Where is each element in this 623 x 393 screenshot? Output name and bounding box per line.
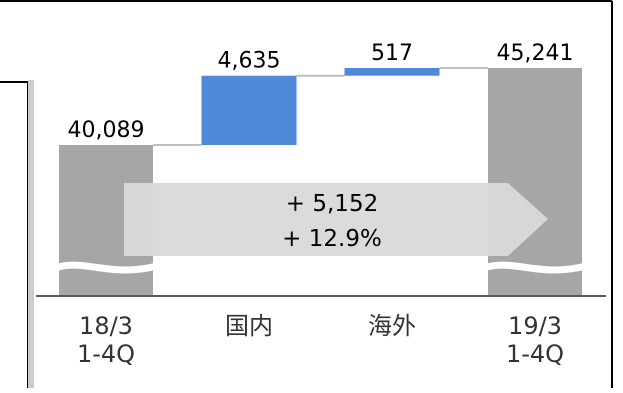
callout-box-edge: [0, 80, 34, 388]
axis-break-0: [53, 261, 158, 274]
category-label-3-0: 19/3: [508, 312, 562, 340]
value-label-0: 40,089: [68, 118, 145, 143]
change-percent: + 12.9%: [282, 226, 382, 252]
category-label-2-0: 海外: [368, 312, 416, 340]
category-label-0-1: 1-4Q: [77, 340, 135, 368]
bar-2: [344, 68, 440, 76]
category-label-3-1: 1-4Q: [506, 340, 564, 368]
category-label-1-0: 国内: [225, 312, 273, 340]
change-amount: + 5,152: [286, 191, 378, 217]
value-label-1: 4,635: [218, 49, 281, 74]
bar-3: [488, 68, 582, 296]
value-label-2: 517: [371, 41, 413, 66]
axis-break-3: [482, 261, 587, 274]
category-label-0-0: 18/3: [79, 312, 133, 340]
value-label-3: 45,241: [497, 41, 574, 66]
change-arrow: [124, 183, 548, 256]
bar-1: [201, 75, 297, 145]
